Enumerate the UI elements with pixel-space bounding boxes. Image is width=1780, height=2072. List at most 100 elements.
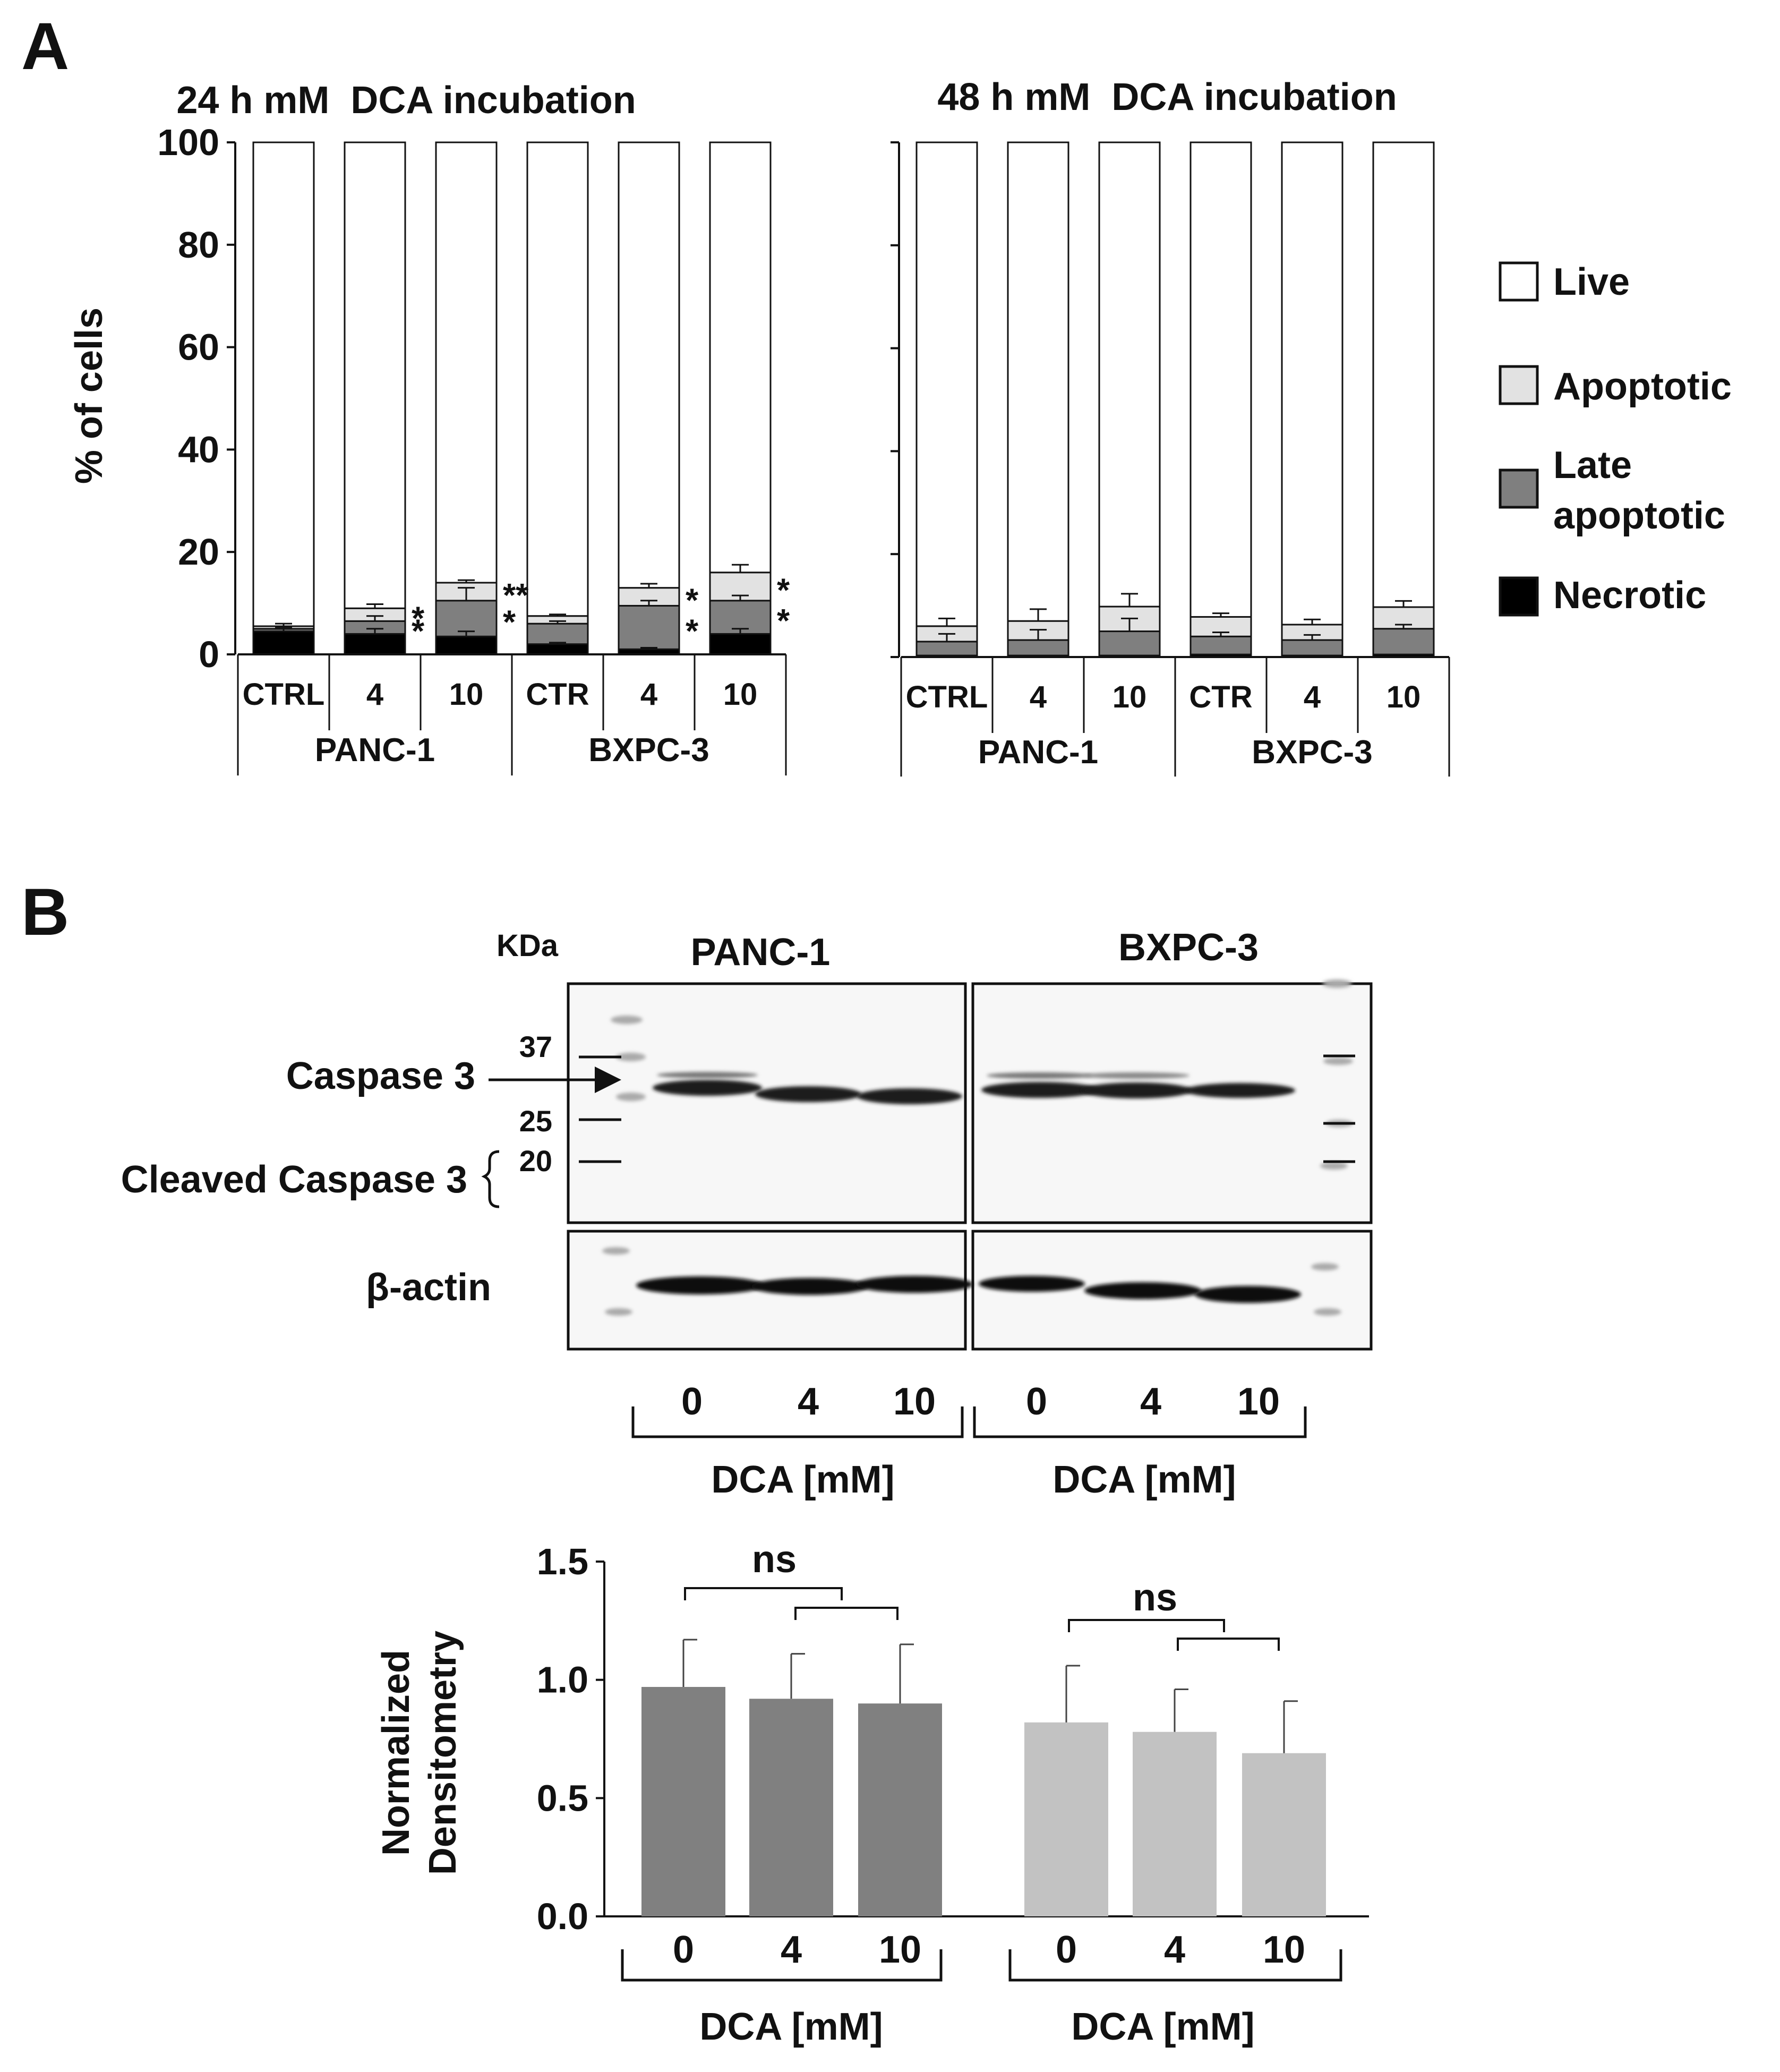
group-bracket <box>621 1949 943 1982</box>
actin-bands <box>636 1276 1301 1303</box>
category-label: CTR <box>526 677 589 712</box>
category-label: 10 <box>879 1929 921 1971</box>
group-label: BXPC-3 <box>1252 734 1372 771</box>
bar-segment-live <box>526 141 589 617</box>
significance-mark: * <box>503 604 516 641</box>
band-caspase-panc-4 <box>755 1086 861 1102</box>
bar-segment-late-apoptotic <box>915 641 978 656</box>
band-caspase-bxpc-10 <box>1185 1083 1295 1098</box>
legend-swatch-late-apoptotic <box>1499 468 1539 509</box>
y-tick-label: 20 <box>178 531 219 573</box>
category-label: 10 <box>449 677 484 712</box>
bar-segment-late-apoptotic <box>1007 639 1069 656</box>
bar-segment-live <box>252 141 315 627</box>
chart-24h: 24 h mM DCA incubation % of cells 0 20 40 6… <box>68 79 790 775</box>
group-bracket <box>1008 1949 1342 1982</box>
y-tick-label: 1.0 <box>537 1659 588 1701</box>
significance-mark: * <box>777 572 790 609</box>
blot-bracket-panc <box>631 1406 964 1438</box>
lane-label: 0 <box>681 1380 703 1423</box>
significance-mark: * <box>412 600 425 637</box>
group-label: PANC-1 <box>978 734 1098 771</box>
significance-label: ns <box>752 1538 797 1581</box>
group-label: DCA [mM] <box>699 2006 883 2048</box>
y-tick-label: 0.0 <box>537 1896 588 1937</box>
bar-segment-live <box>1189 141 1252 618</box>
category-label: 0 <box>1056 1929 1077 1971</box>
kda-label: KDa <box>497 928 559 963</box>
cleaved-bracket-icon <box>481 1150 500 1208</box>
bar-segment-necrotic <box>435 635 498 655</box>
bar-segment-live <box>1281 141 1343 626</box>
blot-lane-labels: 0 4 10 0 4 10 <box>681 1380 1280 1423</box>
bar-segment-late-apoptotic <box>618 604 680 650</box>
category-label: CTRL <box>906 680 988 714</box>
bar-segment-necrotic <box>344 633 406 655</box>
y-tick-label: 40 <box>178 429 219 470</box>
blot-axis-label-panc: DCA [mM] <box>711 1459 894 1501</box>
lane-label: 4 <box>798 1380 819 1423</box>
significance-bracket <box>684 1587 843 1600</box>
legend-swatch-apoptotic <box>1499 365 1539 405</box>
bar-segment-late-apoptotic <box>435 600 498 637</box>
y-tick-label: 60 <box>178 327 219 368</box>
chart-48h-title: 48 h mM DCA incubation <box>937 76 1397 118</box>
legend: Live Apoptotic Late apoptotic Necrotic <box>1499 261 1732 617</box>
y-tick-label: 100 <box>157 122 219 163</box>
caspase3-bands <box>653 1072 1295 1104</box>
bar-segment-late-apoptotic <box>1372 628 1435 655</box>
group-label: PANC-1 <box>315 732 435 769</box>
bar-segment-late-apoptotic <box>1098 630 1161 656</box>
y-tick-label: 80 <box>178 224 219 266</box>
bar-segment-live <box>1007 141 1069 622</box>
category-label: 4 <box>781 1929 802 1971</box>
legend-swatch-live <box>1499 261 1539 302</box>
significance-mark: * <box>686 613 699 650</box>
chart-48h: 48 h mM DCA incubation CTRL 4 10 CTR 4 10 PANC… <box>891 76 1450 777</box>
category-label: 4 <box>366 677 383 712</box>
band-actin-bxpc-10 <box>1195 1286 1301 1303</box>
significance-bracket <box>1177 1638 1280 1651</box>
band-caspase-bxpc-4 <box>1081 1082 1192 1098</box>
band-caspase-bxpc-0 <box>981 1082 1098 1098</box>
bar-segment-late-apoptotic <box>1189 635 1252 655</box>
band-actin-panc-10 <box>856 1276 973 1293</box>
significance-mark: * <box>777 603 790 639</box>
panel-label-a: A <box>21 10 69 83</box>
group-label: DCA [mM] <box>1071 2006 1254 2048</box>
category-label: 4 <box>640 677 657 712</box>
ladder-left <box>602 1016 646 1316</box>
densitometry-bar <box>641 1687 725 1916</box>
bar-segment-live <box>709 141 772 574</box>
category-label: 10 <box>1387 680 1421 714</box>
lane-label: 10 <box>893 1380 936 1423</box>
actin-label: β-actin <box>366 1266 491 1309</box>
blot-axis-label-bxpc: DCA [mM] <box>1052 1459 1236 1501</box>
category-label: 0 <box>673 1929 694 1971</box>
category-label: 4 <box>1030 680 1047 714</box>
legend-label-live: Live <box>1553 261 1630 303</box>
ladder-right <box>1311 979 1353 1316</box>
significance-label: ns <box>1133 1576 1177 1619</box>
caspase3-label: Caspase 3 <box>286 1055 475 1097</box>
bar-segment-live <box>1372 141 1435 608</box>
significance-bracket <box>794 1607 898 1620</box>
bar-segment-necrotic <box>526 643 589 655</box>
panel-label-b: B <box>21 875 69 949</box>
western-blot: KDa PANC-1 BXPC-3 <box>121 926 1373 1501</box>
group-label: BXPC-3 <box>588 732 709 769</box>
bar-segment-live <box>1098 141 1161 608</box>
bar-segment-live <box>435 141 498 584</box>
lane-label: 10 <box>1237 1380 1280 1423</box>
blot-panel-bxpc-caspase <box>971 982 1373 1224</box>
blot-cell-line-bxpc: BXPC-3 <box>1118 926 1259 969</box>
densitometry-bar <box>749 1699 833 1916</box>
blot-cell-line-panc: PANC-1 <box>691 931 831 974</box>
legend-label-necrotic: Necrotic <box>1553 574 1706 617</box>
category-label: 4 <box>1304 680 1321 714</box>
y-tick-label: 1.5 <box>537 1541 588 1582</box>
category-label: CTR <box>1189 680 1252 714</box>
legend-label-apoptotic-2: apoptotic <box>1553 494 1725 537</box>
densitometry-chart: Normalized Densitometry 0.0 0.5 1.0 1.5 0 4 10 0… <box>375 1538 1369 2048</box>
category-label: CTRL <box>243 677 325 712</box>
